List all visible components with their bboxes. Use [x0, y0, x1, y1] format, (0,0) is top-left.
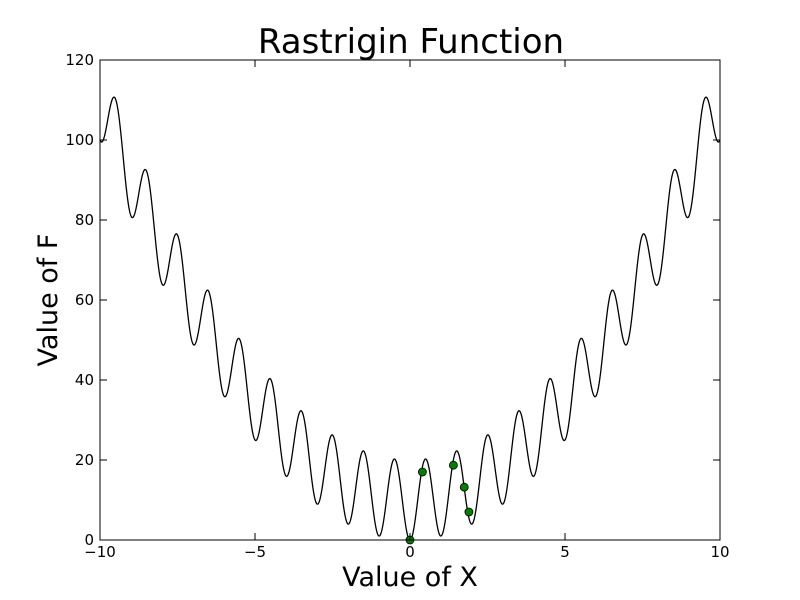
y-tick-label-5: 100 [65, 131, 94, 149]
curve-layer [99, 96, 721, 541]
points-layer [405, 460, 474, 545]
x-tick-label-1: −5 [244, 543, 266, 561]
x-ticks: −10 −5 0 5 10 [84, 60, 730, 561]
y-axis-label: Value of F [33, 234, 64, 367]
x-tick-label-3: 5 [560, 543, 570, 561]
y-tick-label-2: 40 [75, 371, 94, 389]
y-tick-label-6: 120 [65, 51, 94, 69]
scatter-point-1 [417, 467, 427, 477]
rastrigin-curve [99, 96, 721, 541]
y-tick-label-3: 60 [75, 291, 94, 309]
chart-title: Rastrigin Function [258, 22, 564, 62]
x-tick-label-4: 10 [710, 543, 729, 561]
x-tick-label-0: −10 [84, 543, 116, 561]
scatter-point-3 [459, 482, 469, 492]
scatter-point-4 [464, 507, 474, 517]
scatter-point-2 [448, 460, 458, 470]
plot-frame [99, 59, 721, 541]
x-axis-label: Value of X [342, 562, 478, 593]
y-tick-label-4: 80 [75, 211, 94, 229]
y-tick-label-1: 20 [75, 451, 94, 469]
y-tick-label-0: 0 [84, 531, 94, 549]
x-tick-label-2: 0 [405, 543, 415, 561]
y-ticks: 0 20 40 60 80 100 120 [65, 51, 720, 549]
